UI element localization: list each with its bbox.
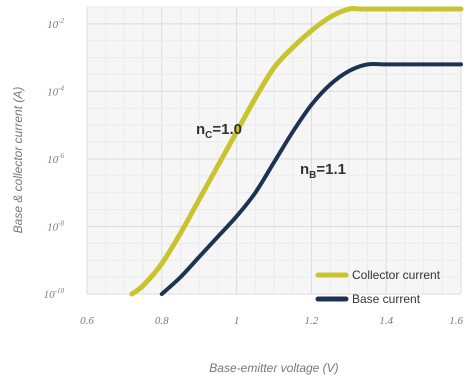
annotation-base-ideality: nB=1.1: [300, 161, 346, 181]
base-current-line: [159, 61, 463, 296]
annotation-base-main: n: [300, 161, 309, 178]
y-tick-label: 10-10: [44, 287, 65, 301]
annotation-collector-sub: C: [205, 130, 212, 141]
y-tick-label: 10-4: [47, 84, 64, 98]
x-tick-label: 1: [234, 315, 240, 327]
annotation-collector-ideality: nC=1.0: [196, 121, 242, 141]
annotation-collector-main: n: [196, 121, 205, 138]
x-axis-ticks: 0.6 0.8 1 1.2 1.4 1.6: [80, 315, 463, 327]
y-tick-label: 10-8: [47, 219, 64, 233]
x-tick-label: 1.6: [449, 315, 463, 327]
annotation-base-rest: =1.1: [316, 161, 346, 178]
x-tick-label: 0.6: [80, 315, 94, 327]
annotation-collector-rest: =1.0: [212, 121, 242, 138]
y-tick-label: 10-2: [47, 17, 64, 31]
x-tick-label: 1.2: [305, 315, 319, 327]
legend-label-collector: Collector current: [352, 268, 441, 282]
x-tick-label: 1.4: [379, 315, 393, 327]
legend-label-base: Base current: [352, 292, 421, 306]
legend: Collector current Base current: [315, 268, 441, 306]
grid: [86, 6, 462, 295]
y-axis-ticks: 10-2 10-4 10-6 10-8 10-10: [44, 17, 65, 301]
series-lines: [129, 5, 464, 297]
x-axis-title: Base-emitter voltage (V): [209, 361, 338, 375]
y-tick-label: 10-6: [47, 152, 64, 166]
collector-current-line: [129, 5, 464, 297]
y-axis-title: Base & collector current (A): [11, 87, 25, 234]
x-tick-label: 0.8: [155, 315, 169, 327]
annotation-base-sub: B: [309, 170, 316, 181]
